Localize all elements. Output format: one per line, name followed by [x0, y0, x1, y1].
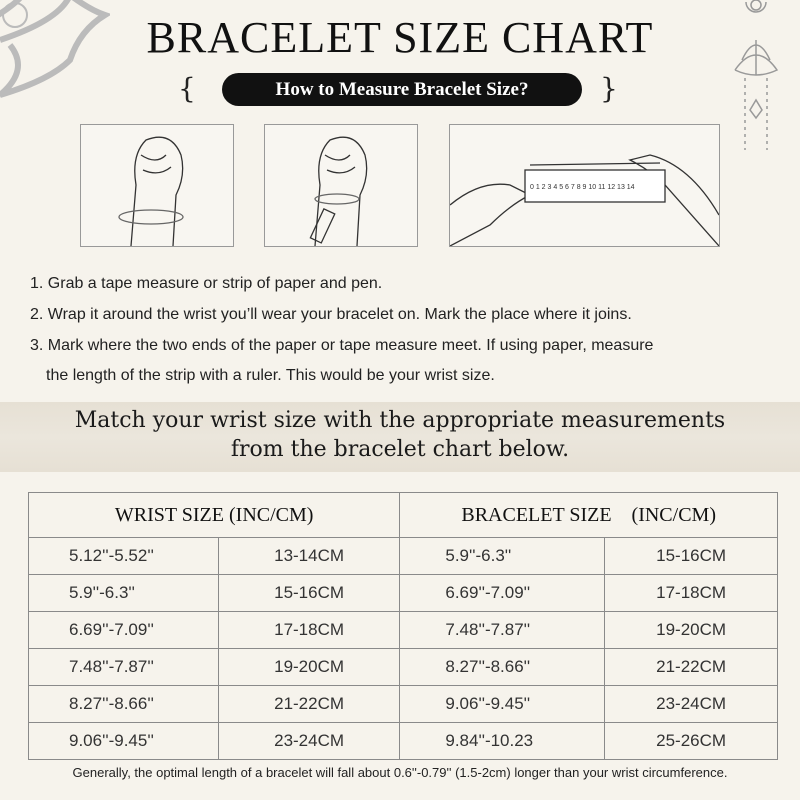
wrist-cm-cell: 15-16CM: [217, 574, 401, 612]
bracelet-inches-cell: 9.06''-9.45'': [399, 685, 606, 723]
bracelet-inches-cell: 5.9''-6.3'': [399, 537, 606, 575]
wrist-cm-cell: 23-24CM: [217, 722, 401, 760]
left-flourish-icon: {: [178, 72, 196, 105]
bracelet-size-header: BRACELET SIZE (INC/CM): [399, 492, 778, 538]
size-table: WRIST SIZE (INC/CM) BRACELET SIZE (INC/C…: [27, 492, 778, 760]
wrist-inches-cell: 9.06''-9.45'': [28, 722, 219, 760]
bracelet-inches-cell: 9.84''-10.23: [399, 722, 606, 760]
match-instructions: Match your wrist size with the appropria…: [0, 406, 800, 464]
step-2: 2. Wrap it around the wrist you’ll wear …: [30, 306, 632, 323]
ruler-illustration: 0 1 2 3 4 5 6 7 8 9 10 11 12 13 14: [449, 124, 720, 247]
match-line-2: from the bracelet chart below.: [230, 437, 570, 462]
lotus-hanging-decoration-icon: [734, 0, 779, 150]
ruler-numbers: 0 1 2 3 4 5 6 7 8 9 10 11 12 13 14: [530, 184, 635, 191]
mandala-decoration-icon: [0, 0, 110, 98]
wrist-cm-cell: 19-20CM: [217, 648, 401, 686]
table-row: 9.06''-9.45'' 23-24CM 9.84''-10.23 25-26CM: [28, 722, 778, 760]
bracelet-cm-cell: 25-26CM: [604, 722, 778, 760]
wrist-inches-cell: 6.69''-7.09'': [28, 611, 219, 649]
wrist-size-header: WRIST SIZE (INC/CM): [27, 492, 401, 538]
table-header-row: WRIST SIZE (INC/CM) BRACELET SIZE (INC/C…: [27, 492, 778, 538]
page-title: BRACELET SIZE CHART: [146, 13, 654, 62]
bracelet-inches-cell: 7.48''-7.87'': [399, 611, 606, 649]
wrist-cm-cell: 21-22CM: [217, 685, 401, 723]
bracelet-cm-cell: 23-24CM: [604, 685, 778, 723]
wrist-inches-cell: 5.9''-6.3'': [28, 574, 219, 612]
table-row: 7.48''-7.87'' 19-20CM 8.27''-8.66'' 21-22CM: [28, 648, 778, 686]
bracelet-inches-cell: 8.27''-8.66'': [399, 648, 606, 686]
step-1: 1. Grab a tape measure or strip of paper…: [30, 275, 383, 292]
match-line-1: Match your wrist size with the appropria…: [74, 408, 726, 433]
footnote: Generally, the optimal length of a brace…: [72, 765, 728, 780]
table-row: 6.69''-7.09'' 17-18CM 7.48''-7.87'' 19-20CM: [28, 611, 778, 649]
wrist-tape-illustration: [80, 124, 234, 247]
wrist-cm-cell: 17-18CM: [217, 611, 401, 649]
bracelet-cm-cell: 19-20CM: [604, 611, 778, 649]
wrist-inches-cell: 8.27''-8.66'': [28, 685, 219, 723]
match-banner: [0, 402, 800, 472]
wrist-inches-cell: 5.12''-5.52'': [28, 537, 219, 575]
bracelet-inches-cell: 6.69''-7.09'': [399, 574, 606, 612]
wrist-cm-cell: 13-14CM: [217, 537, 401, 575]
step-3-continued: the length of the strip with a ruler. Th…: [46, 367, 495, 384]
wrist-inches-cell: 7.48''-7.87'': [28, 648, 219, 686]
step-3: 3. Mark where the two ends of the paper …: [30, 337, 654, 354]
bracelet-cm-cell: 15-16CM: [604, 537, 778, 575]
right-flourish-icon: }: [600, 72, 618, 105]
table-row: 8.27''-8.66'' 21-22CM 9.06''-9.45'' 23-24CM: [28, 685, 778, 723]
table-row: 5.12''-5.52'' 13-14CM 5.9''-6.3'' 15-16CM: [28, 537, 778, 575]
wrist-mark-illustration: [264, 124, 418, 247]
bracelet-cm-cell: 21-22CM: [604, 648, 778, 686]
subtitle-badge: How to Measure Bracelet Size?: [222, 73, 582, 106]
table-row: 5.9''-6.3'' 15-16CM 6.69''-7.09'' 17-18CM: [28, 574, 778, 612]
bracelet-cm-cell: 17-18CM: [604, 574, 778, 612]
